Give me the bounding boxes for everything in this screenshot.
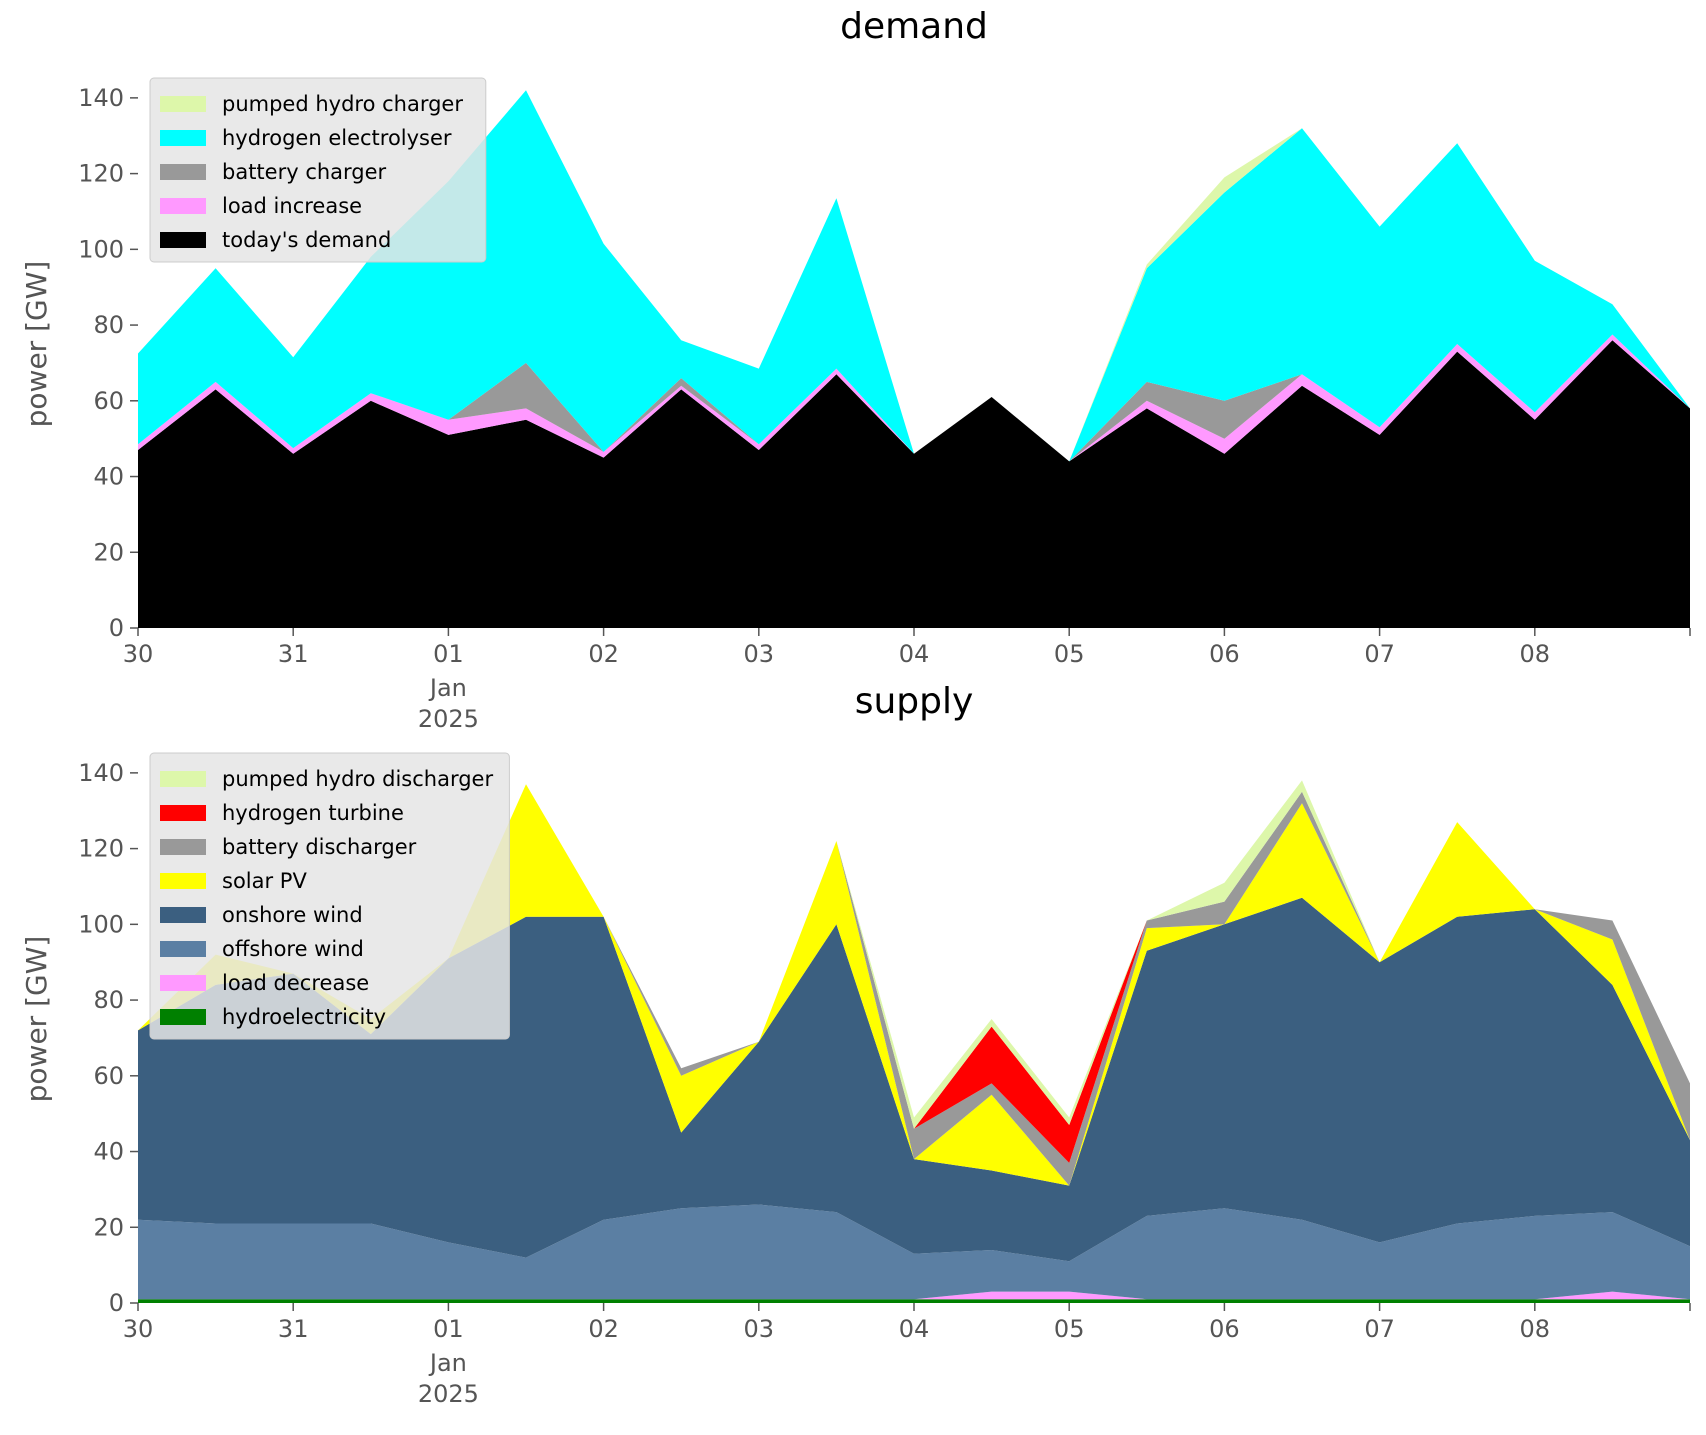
legend-label: load increase <box>222 194 362 218</box>
legend-swatch-pumped-hydro-charger <box>160 96 206 112</box>
x-tick-label: 06 <box>1209 1315 1240 1343</box>
x-tick-label: 04 <box>899 640 930 668</box>
y-tick-label: 80 <box>93 311 124 339</box>
y-tick-label: 80 <box>93 986 124 1014</box>
y-tick-label: 40 <box>93 463 124 491</box>
legend-label: hydrogen turbine <box>222 801 404 825</box>
x-tick-label: 31 <box>278 640 309 668</box>
legend-label: solar PV <box>222 869 307 893</box>
legend-swatch-hydroelectricity <box>160 1009 206 1025</box>
legend-swatch-pumped-hydro-discharger <box>160 771 206 787</box>
x-tick-sublabel: 2025 <box>418 1380 479 1408</box>
area-today-s-demand <box>138 340 1690 628</box>
y-tick-label: 0 <box>109 614 124 642</box>
legend-swatch-solar-pv <box>160 873 206 889</box>
legend-label: onshore wind <box>222 903 363 927</box>
legend-swatch-hydrogen-electrolyser <box>160 130 206 146</box>
chart-title: supply <box>855 681 974 722</box>
x-tick-label: 06 <box>1209 640 1240 668</box>
legend: pumped hydro charger hydrogen electrolyse… <box>149 77 487 263</box>
x-tick-label: 05 <box>1054 640 1085 668</box>
legend-box <box>149 77 487 263</box>
legend-swatch-load-increase <box>160 198 206 214</box>
y-tick-label: 140 <box>78 759 124 787</box>
x-tick-label: 08 <box>1520 1315 1551 1343</box>
x-tick-label: 03 <box>744 1315 775 1343</box>
y-tick-label: 0 <box>109 1289 124 1317</box>
y-tick-label: 100 <box>78 910 124 938</box>
y-tick-label: 60 <box>93 1062 124 1090</box>
legend-label: hydroelectricity <box>222 1005 386 1029</box>
y-axis: 0 20 40 60 80 100 120 140 power [GW] <box>20 759 138 1317</box>
legend-label: hydrogen electrolyser <box>222 126 452 150</box>
y-tick-label: 140 <box>78 84 124 112</box>
legend-swatch-onshore-wind <box>160 907 206 923</box>
x-tick-label: 04 <box>899 1315 930 1343</box>
area-solar-pv <box>138 784 1690 1186</box>
x-tick-label: 01 <box>433 640 464 668</box>
legend-swatch-hydrogen-turbine <box>160 805 206 821</box>
legend-label: battery charger <box>222 160 387 184</box>
x-tick-sublabel: 2025 <box>418 705 479 733</box>
y-tick-label: 100 <box>78 235 124 263</box>
stacked-areas <box>138 90 1690 628</box>
legend-swatch-offshore-wind <box>160 941 206 957</box>
x-tick-label: 02 <box>588 1315 619 1343</box>
x-axis: 30 31 01 Jan 2025 02 03 04 05 06 07 08 <box>123 1303 1691 1408</box>
legend-label: battery discharger <box>222 835 417 859</box>
x-axis: 30 31 01 Jan 2025 02 03 04 05 06 07 08 <box>123 628 1691 733</box>
legend-swatch-battery-charger <box>160 164 206 180</box>
x-tick-sublabel: Jan <box>428 1349 467 1377</box>
chart-title: demand <box>840 6 988 47</box>
y-tick-label: 40 <box>93 1138 124 1166</box>
legend: pumped hydro discharger hydrogen turbine b… <box>149 752 510 1040</box>
y-tick-label: 120 <box>78 835 124 863</box>
x-tick-label: 07 <box>1364 1315 1395 1343</box>
x-tick-sublabel: Jan <box>428 674 467 702</box>
legend-swatch-today-s-demand <box>160 232 206 248</box>
legend-label: pumped hydro charger <box>222 92 463 116</box>
y-axis: 0 20 40 60 80 100 120 140 power [GW] <box>20 84 138 642</box>
stacked-areas <box>138 780 1690 1303</box>
legend-box <box>149 752 510 1040</box>
x-tick-label: 31 <box>278 1315 309 1343</box>
legend-swatch-load-decrease <box>160 975 206 991</box>
y-tick-label: 60 <box>93 387 124 415</box>
x-tick-label: 07 <box>1364 640 1395 668</box>
x-tick-label: 30 <box>123 640 154 668</box>
area-hydrogen-electrolyser <box>138 90 1690 462</box>
area-onshore-wind <box>138 897 1690 1262</box>
y-tick-label: 20 <box>93 1213 124 1241</box>
area-hydroelectricity <box>138 1299 1690 1303</box>
area-offshore-wind <box>138 1204 1690 1300</box>
legend-label: load decrease <box>222 971 369 995</box>
legend-label: pumped hydro discharger <box>222 767 493 791</box>
y-axis-label: power [GW] <box>20 261 53 428</box>
x-tick-label: 05 <box>1054 1315 1085 1343</box>
legend-label: today's demand <box>222 228 391 252</box>
x-tick-label: 01 <box>433 1315 464 1343</box>
y-tick-label: 120 <box>78 160 124 188</box>
legend-swatch-battery-discharger <box>160 839 206 855</box>
legend-label: offshore wind <box>222 937 364 961</box>
y-axis-label: power [GW] <box>20 936 53 1103</box>
area-battery-charger <box>138 334 1690 462</box>
x-tick-label: 02 <box>588 640 619 668</box>
x-tick-label: 03 <box>744 640 775 668</box>
x-tick-label: 08 <box>1520 640 1551 668</box>
y-tick-label: 20 <box>93 538 124 566</box>
area-load-increase <box>138 334 1690 462</box>
x-tick-label: 30 <box>123 1315 154 1343</box>
